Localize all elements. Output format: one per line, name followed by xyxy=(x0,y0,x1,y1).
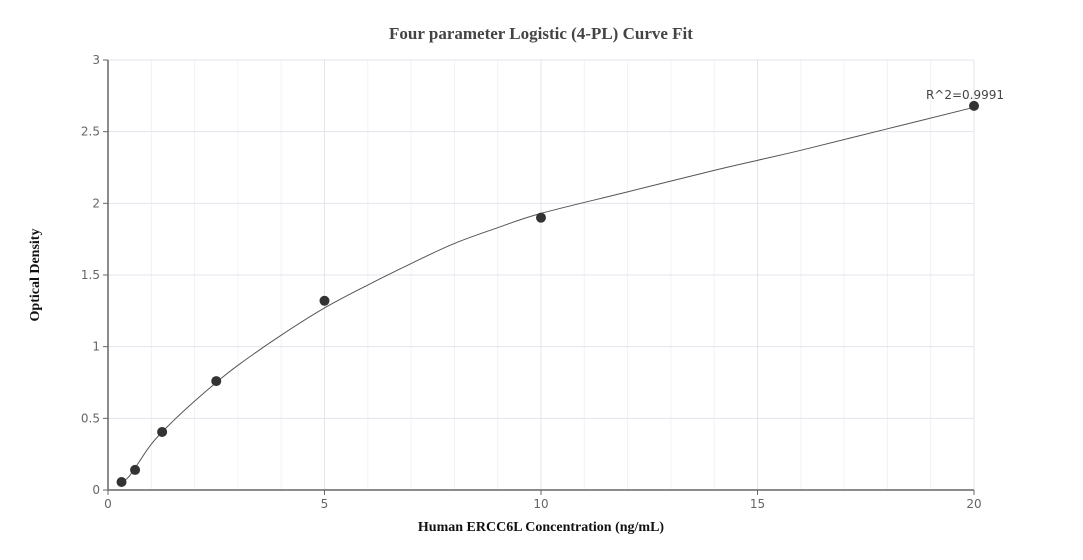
data-point xyxy=(536,212,546,223)
annotations: R^2=0.9991 xyxy=(926,88,1004,102)
x-tick-label: 0 xyxy=(104,497,112,511)
x-tick-label: 15 xyxy=(750,497,765,511)
data-point xyxy=(969,100,979,111)
data-points xyxy=(116,100,979,487)
x-axis-title: Human ERCC6L Concentration (ng/mL) xyxy=(418,520,665,535)
data-point xyxy=(130,464,141,475)
y-tick-label: 1 xyxy=(92,340,100,354)
x-tick-label: 5 xyxy=(321,497,329,511)
fit-curve-line xyxy=(118,106,975,485)
y-tick-label: 3 xyxy=(92,53,100,67)
data-point xyxy=(116,476,127,487)
x-tick-label: 10 xyxy=(533,497,548,511)
data-point xyxy=(319,295,330,306)
data-point xyxy=(157,426,168,437)
grid xyxy=(108,59,975,490)
y-axis-title: Optical Density xyxy=(28,229,43,322)
y-tick-label: 2 xyxy=(92,196,100,210)
y-tick-label: 1.5 xyxy=(81,268,100,282)
r-squared-annotation: R^2=0.9991 xyxy=(926,88,1004,102)
fit-curve xyxy=(118,106,975,485)
chart-title: Four parameter Logistic (4-PL) Curve Fit xyxy=(389,24,693,43)
y-tick-label: 0.5 xyxy=(81,411,100,425)
axes: 0 0.5 1 1.5 2 2.5 3 0 5 10 15 20 xyxy=(81,53,982,511)
y-tick-label: 2.5 xyxy=(81,125,100,139)
data-point xyxy=(211,376,222,387)
x-tick-label: 20 xyxy=(966,497,981,511)
y-tick-label: 0 xyxy=(92,483,100,497)
